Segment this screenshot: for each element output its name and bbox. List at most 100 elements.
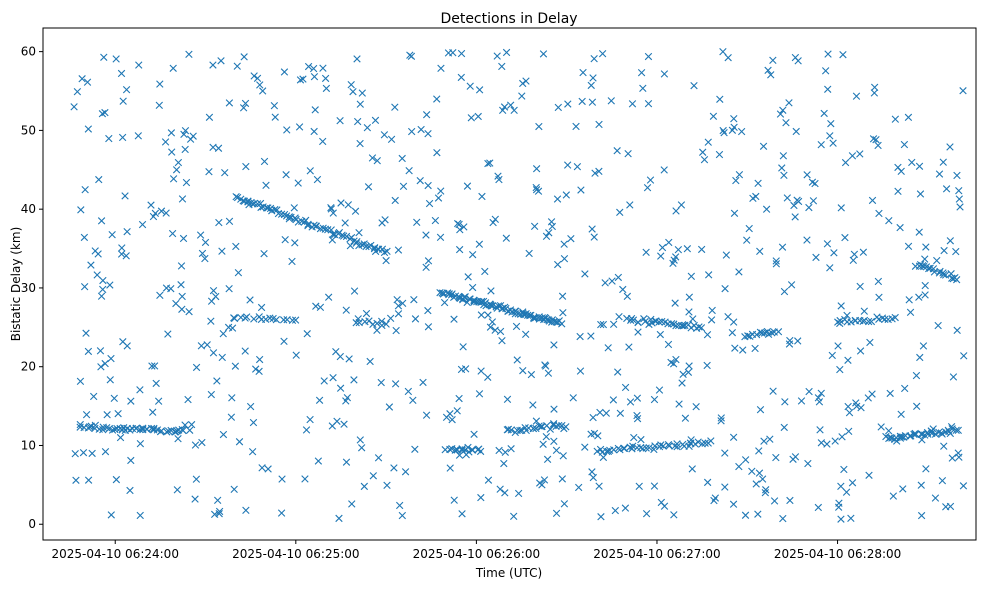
data-point <box>616 208 624 217</box>
data-point <box>615 313 623 321</box>
data-point <box>77 206 85 214</box>
data-point <box>205 113 214 121</box>
data-point <box>98 110 107 118</box>
data-point <box>455 394 463 403</box>
data-point <box>72 476 80 484</box>
data-point <box>351 207 360 215</box>
data-point <box>241 347 249 355</box>
data-point <box>329 373 337 382</box>
data-point <box>735 171 744 179</box>
data-point <box>905 296 913 304</box>
data-point <box>730 115 738 123</box>
data-point <box>866 338 874 347</box>
data-point <box>484 373 492 381</box>
data-point <box>717 417 725 425</box>
data-point <box>814 503 823 512</box>
data-point <box>161 138 170 146</box>
data-point <box>464 273 472 281</box>
data-point <box>93 271 101 279</box>
data-point <box>599 320 608 329</box>
data-point <box>467 114 475 122</box>
data-point <box>616 409 625 417</box>
data-point <box>917 481 925 489</box>
data-point <box>101 447 110 456</box>
data-point <box>514 489 523 498</box>
data-point <box>646 176 655 184</box>
data-point <box>687 272 696 281</box>
data-point <box>371 116 380 125</box>
data-point <box>343 394 352 402</box>
data-point <box>823 440 831 448</box>
data-point <box>446 464 454 472</box>
data-point <box>597 320 605 329</box>
data-point <box>550 341 558 349</box>
data-point <box>721 284 729 293</box>
data-point <box>233 62 241 70</box>
data-point <box>484 476 493 484</box>
data-point <box>474 112 482 121</box>
data-point <box>672 207 680 215</box>
data-point <box>152 379 160 388</box>
data-point <box>460 223 468 231</box>
data-point <box>791 453 800 461</box>
data-point <box>848 479 857 487</box>
data-point <box>803 236 811 244</box>
data-point <box>290 204 298 212</box>
data-point <box>946 143 954 151</box>
data-point <box>312 222 320 231</box>
data-point <box>391 103 399 111</box>
data-point <box>868 390 876 398</box>
data-point <box>639 84 647 93</box>
data-point <box>507 426 515 434</box>
data-point <box>809 197 818 205</box>
data-point <box>327 203 335 212</box>
data-point <box>494 172 502 180</box>
data-point <box>759 142 768 150</box>
y-tick-label: 10 <box>21 438 36 452</box>
data-point <box>215 218 223 227</box>
data-point <box>228 394 236 402</box>
y-tick-label: 40 <box>21 202 36 216</box>
data-point <box>156 80 164 88</box>
data-point <box>589 413 597 422</box>
data-point <box>659 442 667 450</box>
data-point <box>681 414 690 422</box>
data-point <box>487 301 495 309</box>
data-point <box>913 402 921 411</box>
data-point <box>786 336 794 345</box>
data-point <box>737 127 746 136</box>
data-point <box>542 432 550 441</box>
data-point <box>590 233 598 241</box>
data-point <box>748 467 756 476</box>
data-point <box>629 442 637 450</box>
data-point <box>780 171 788 179</box>
data-point <box>545 229 553 237</box>
data-point <box>525 249 533 258</box>
data-point <box>852 92 861 100</box>
data-point <box>424 181 432 190</box>
data-point <box>952 276 961 284</box>
data-point <box>922 243 930 251</box>
data-point <box>664 340 673 349</box>
data-point <box>257 303 266 312</box>
data-point <box>476 447 485 456</box>
data-point <box>548 222 556 231</box>
data-point <box>685 308 693 316</box>
data-point <box>588 468 596 476</box>
data-point <box>919 342 928 350</box>
data-point <box>888 315 896 323</box>
data-point <box>123 227 131 236</box>
data-point <box>700 155 709 164</box>
data-point <box>630 433 638 442</box>
data-point <box>628 100 637 108</box>
data-point <box>778 164 786 172</box>
data-point <box>507 445 515 453</box>
data-point <box>399 182 408 191</box>
data-point <box>729 318 738 326</box>
data-point <box>607 97 615 105</box>
data-point <box>782 118 790 127</box>
data-point <box>181 126 190 135</box>
data-point <box>820 109 828 118</box>
data-point <box>529 424 538 433</box>
data-point <box>764 66 772 75</box>
